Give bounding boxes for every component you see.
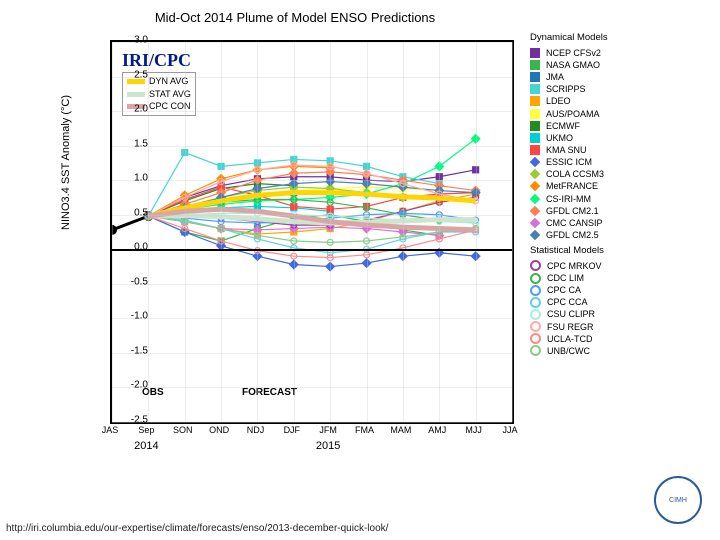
chart-container: Mid-Oct 2014 Plume of Model ENSO Predict… bbox=[70, 10, 520, 475]
footer-url: http://iri.columbia.edu/our-expertise/cl… bbox=[6, 523, 388, 534]
plot-area: IRI/CPC DYN AVGSTAT AVGCPC CON OBS FOREC… bbox=[110, 40, 514, 424]
y-axis-label: NINO3.4 SST Anomaly (°C) bbox=[60, 95, 72, 230]
series-svg bbox=[112, 42, 512, 422]
forecast-label: FORECAST bbox=[242, 387, 297, 398]
cimh-logo: CIMH bbox=[654, 476, 702, 524]
models-legend: Dynamical ModelsNCEP CFSv2NASA GMAOJMASC… bbox=[530, 28, 608, 357]
chart-title: Mid-Oct 2014 Plume of Model ENSO Predict… bbox=[70, 10, 520, 25]
